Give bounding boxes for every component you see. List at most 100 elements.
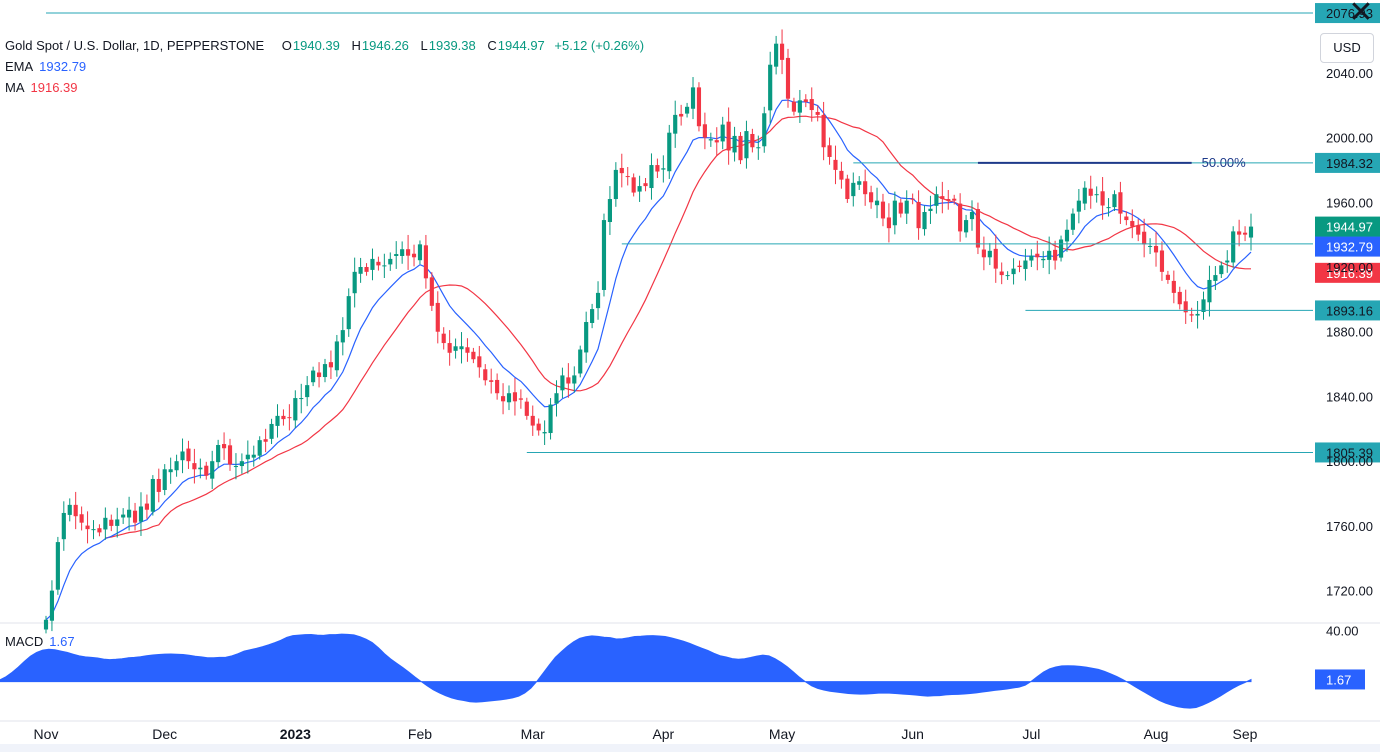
- candle-body: [803, 99, 808, 102]
- candle-body: [471, 351, 476, 360]
- candle-body: [702, 124, 707, 138]
- candle-body: [204, 465, 209, 476]
- ema-line: [45, 99, 1252, 621]
- candle-body: [590, 309, 595, 323]
- candle-body: [417, 244, 423, 261]
- ma-label: MA: [5, 80, 25, 95]
- horizontal-levels[interactable]: 2076.931984.321934.301893.161805.3950.00…: [46, 3, 1380, 463]
- candle-body: [322, 364, 328, 378]
- candle-body: [299, 398, 304, 400]
- candle-body: [774, 43, 779, 67]
- candle-body: [613, 169, 618, 200]
- candle-body: [144, 503, 149, 510]
- candle-body: [696, 87, 702, 127]
- macd-tick-label: 40.00: [1326, 623, 1359, 638]
- candle-body: [1142, 231, 1147, 245]
- candle-body: [910, 198, 915, 200]
- candles: [43, 29, 1254, 634]
- candle-body: [227, 445, 233, 465]
- candle-body: [601, 220, 607, 290]
- candle-body: [969, 211, 975, 220]
- ema-value: 1932.79: [39, 59, 87, 74]
- candle-body: [631, 177, 636, 193]
- candle-body: [898, 202, 903, 214]
- candle-body: [809, 99, 814, 111]
- candle-body: [607, 199, 612, 223]
- candle-body: [625, 176, 630, 178]
- macd-value-label: 1.67: [1326, 672, 1351, 687]
- candle-body: [97, 528, 102, 533]
- candle-body: [1100, 191, 1105, 206]
- candle-body: [328, 362, 334, 368]
- symbol-legend: Gold Spot / U.S. Dollar, 1D, PEPPERSTONE…: [5, 38, 645, 53]
- candle-body: [958, 203, 963, 232]
- candle-body: [1183, 301, 1188, 313]
- candle-body: [720, 124, 725, 142]
- ma-legend[interactable]: MA 1916.39: [5, 80, 78, 95]
- candle-body: [138, 506, 144, 522]
- ma-line: [105, 115, 1251, 539]
- candle-body: [364, 267, 369, 272]
- candle-body: [49, 590, 55, 621]
- candle-body: [1029, 255, 1034, 261]
- month-label: Dec: [152, 726, 177, 742]
- candle-body: [566, 377, 571, 384]
- candle-body: [162, 469, 167, 490]
- candle-body: [121, 514, 126, 518]
- candle-body: [210, 461, 215, 479]
- ema-axis-label-bg: [1315, 236, 1380, 257]
- candle-body: [127, 509, 132, 518]
- time-axis[interactable]: Nov Dec 2023 Feb Mar Apr May Jun Jul Aug Sep: [34, 726, 1258, 742]
- candle-body: [465, 347, 470, 353]
- macd-legend[interactable]: MACD 1.67: [5, 634, 75, 649]
- ema-label: EMA: [5, 59, 34, 74]
- candle-body: [263, 439, 268, 442]
- candle-body: [987, 250, 992, 258]
- month-label: Feb: [408, 726, 432, 742]
- month-label: Jun: [901, 726, 924, 742]
- level-label-bg: [1315, 152, 1380, 173]
- candle-body: [441, 333, 446, 344]
- ema-legend[interactable]: EMA 1932.79: [5, 59, 86, 74]
- candle-body: [572, 375, 577, 384]
- candle-body: [1124, 216, 1129, 221]
- candle-body: [156, 478, 161, 492]
- candle-body: [429, 277, 434, 306]
- price-tick-label: 1880.00: [1326, 325, 1373, 340]
- candle-body: [216, 445, 221, 463]
- candle-body: [928, 208, 933, 212]
- candle-body: [73, 504, 78, 517]
- price-tick-label: 1800.00: [1326, 454, 1373, 469]
- candle-body: [233, 466, 239, 468]
- candle-body: [963, 220, 969, 233]
- candle-body: [655, 165, 660, 172]
- candle-body: [554, 393, 559, 404]
- candle-body: [245, 454, 250, 460]
- month-label: Sep: [1233, 726, 1258, 742]
- candle-body: [732, 135, 737, 153]
- candle-body: [1195, 313, 1200, 316]
- candle-body: [815, 111, 820, 115]
- price-axis[interactable]: 1720.00 1760.00 1800.00 1840.00 1880.00 1920.…: [1326, 66, 1373, 599]
- candle-body: [1041, 258, 1046, 261]
- level-label-bg: [1315, 442, 1380, 463]
- currency-button[interactable]: USD: [1320, 33, 1374, 63]
- ema-line-group: [45, 99, 1252, 621]
- price-tick-label: 1720.00: [1326, 584, 1373, 599]
- candle-body: [423, 245, 428, 279]
- candle-body: [61, 512, 66, 540]
- month-label: Mar: [521, 726, 545, 742]
- candle-body: [999, 271, 1004, 276]
- candle-body: [251, 454, 256, 458]
- ma-axis-label-bg: [1315, 262, 1380, 283]
- candle-body: [637, 186, 642, 192]
- candle-body: [904, 200, 909, 214]
- candle-body: [55, 542, 60, 590]
- candle-body: [489, 380, 494, 382]
- candle-body: [1035, 253, 1040, 258]
- candle-body: [269, 423, 274, 439]
- candle-body: [1165, 274, 1170, 280]
- candle-body: [768, 64, 773, 111]
- close-icon[interactable]: ✕: [1348, 0, 1374, 29]
